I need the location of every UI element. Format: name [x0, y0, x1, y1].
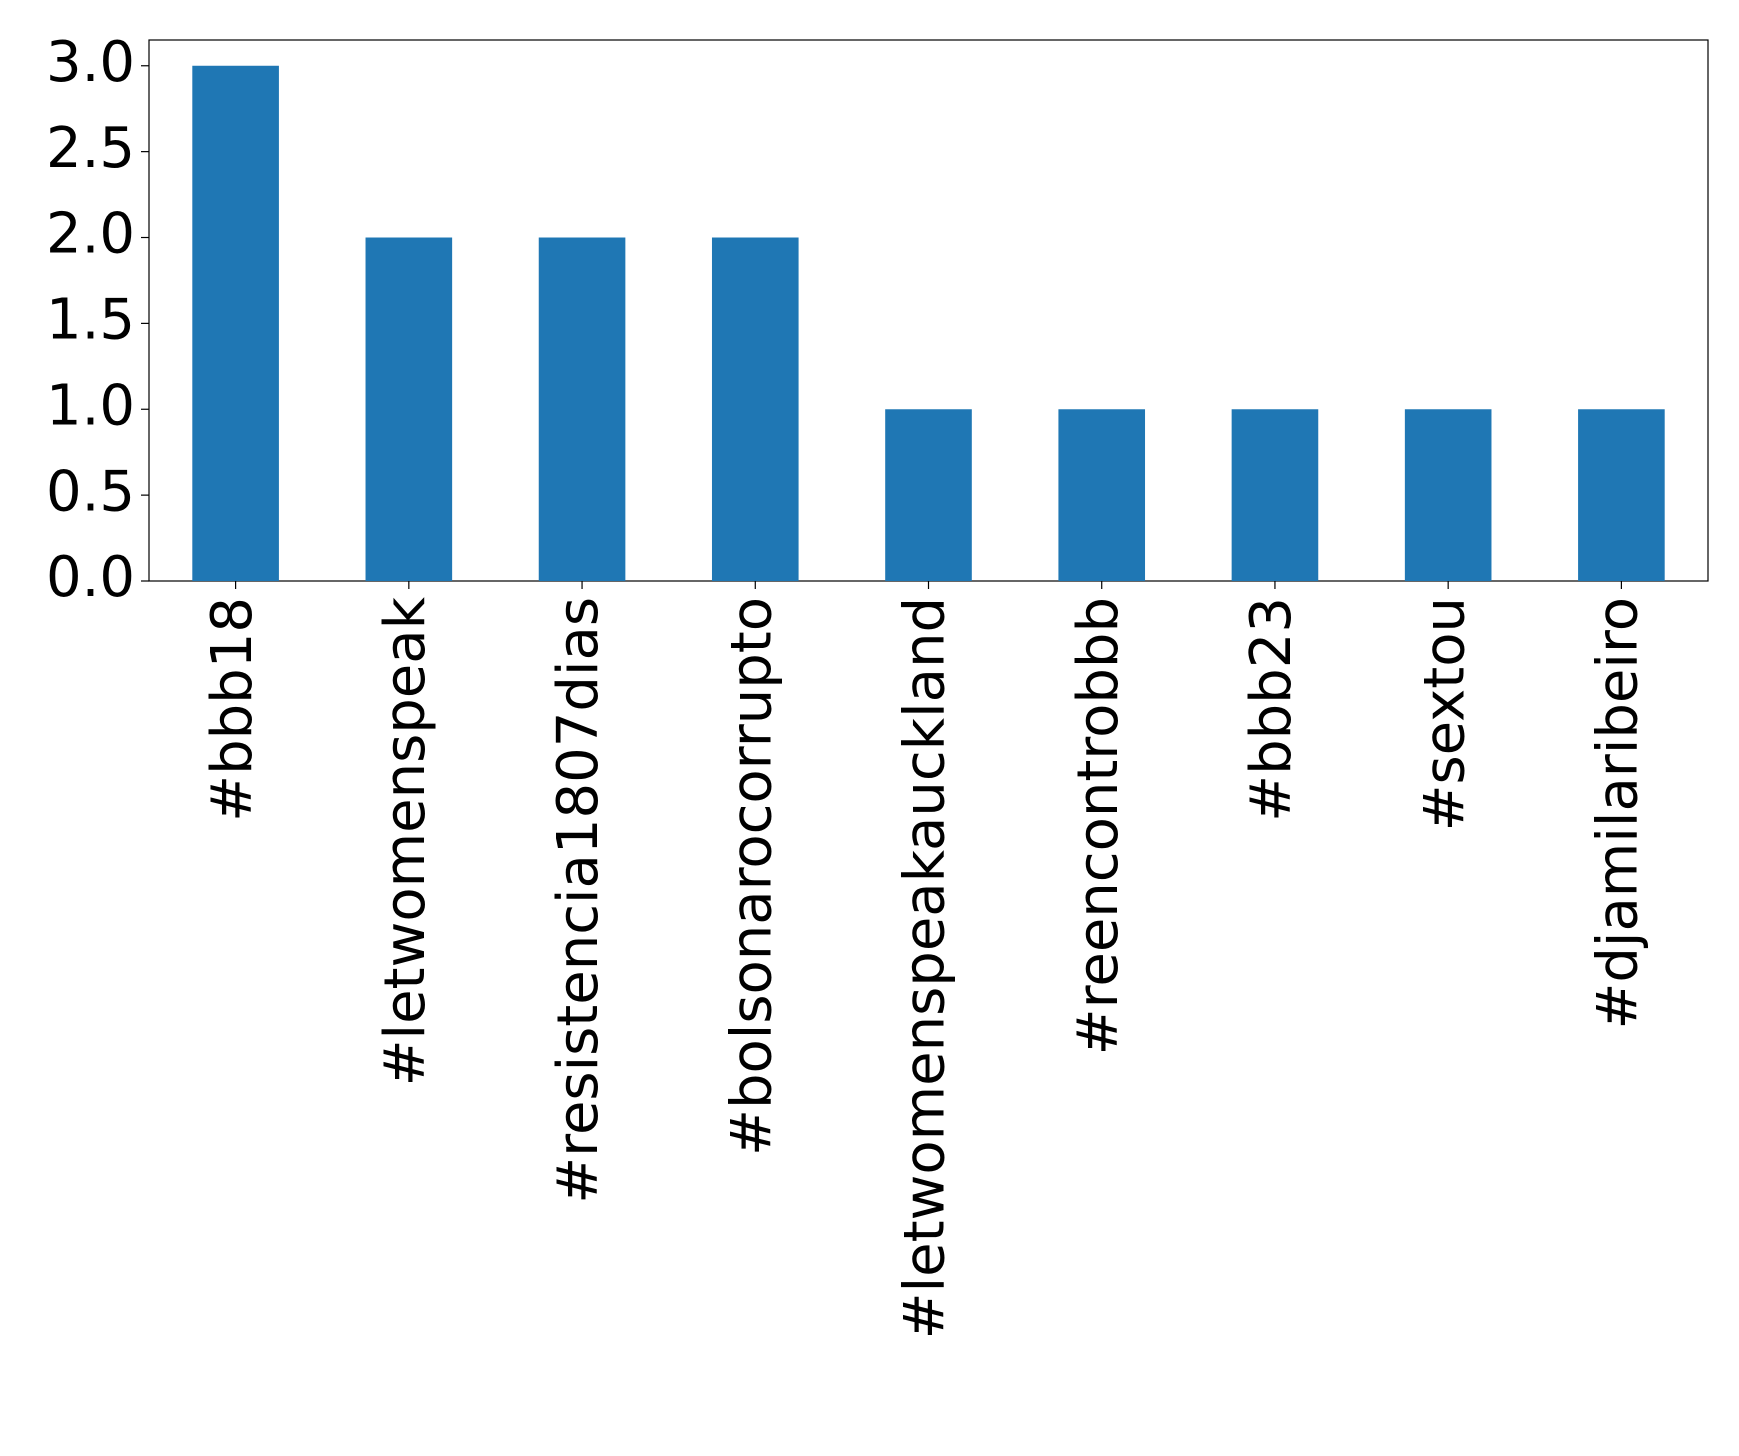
x-tick-label: #sextou — [1412, 597, 1477, 831]
x-tick-label: #bbb18 — [200, 597, 265, 822]
x-tick-label: #bolsonarocorrupto — [719, 597, 784, 1156]
bar — [711, 237, 799, 581]
bar — [1058, 409, 1146, 581]
x-tick-label: #djamilaribeiro — [1586, 597, 1651, 1030]
bar — [1404, 409, 1492, 581]
y-tick-label: 2.0 — [46, 202, 135, 267]
x-tick-label: #reencontrobbb — [1066, 597, 1131, 1055]
y-tick-label: 1.5 — [46, 288, 135, 353]
y-tick-label: 2.5 — [46, 116, 135, 181]
y-tick-label: 0.0 — [46, 545, 135, 610]
bar — [1231, 409, 1319, 581]
bar — [365, 237, 453, 581]
y-tick-label: 0.5 — [46, 459, 135, 524]
y-tick-label: 3.0 — [46, 30, 135, 95]
bar — [538, 237, 626, 581]
x-tick-label: #letwomenspeakauckland — [893, 597, 958, 1339]
y-tick-label: 1.0 — [46, 373, 135, 438]
x-tick-label: #letwomenspeak — [373, 596, 438, 1086]
bar — [192, 65, 279, 581]
x-tick-label: #bbb23 — [1239, 597, 1304, 822]
bar — [885, 409, 972, 581]
bar — [1578, 409, 1665, 581]
x-tick-label: #resistencia1807dias — [546, 597, 611, 1204]
